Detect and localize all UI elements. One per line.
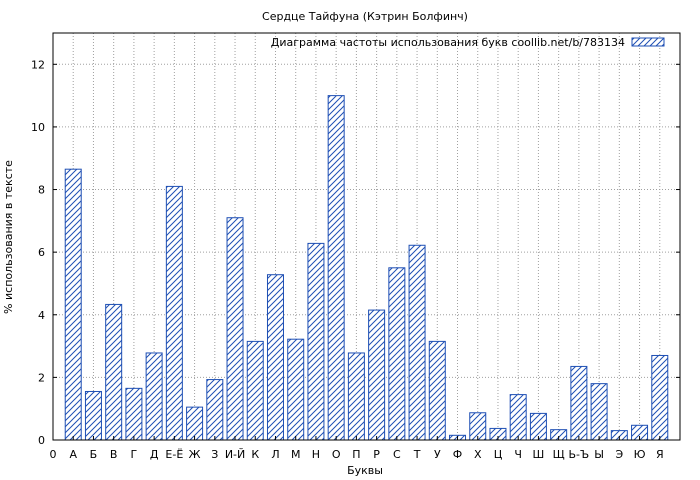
bar-Е-Ё	[165, 185, 183, 441]
chart-title: Сердце Тайфуна (Кэтрин Болфинч)	[262, 10, 468, 23]
bar-Я	[651, 354, 669, 441]
bars-group	[64, 95, 669, 441]
x-tick-label: А	[69, 448, 77, 461]
x-tick-label: Д	[150, 448, 159, 461]
y-tick-label: 8	[38, 184, 45, 197]
bar-Б	[84, 390, 102, 441]
legend-swatch	[631, 37, 665, 47]
bar-Х	[469, 412, 487, 441]
y-axis-label: % использования в тексте	[2, 160, 15, 314]
x-tick-label: Т	[413, 448, 421, 461]
y-tick-label: 0	[38, 434, 45, 447]
bar-З	[206, 379, 224, 441]
x-tick-label: Ж	[189, 448, 201, 461]
bar-Ж	[186, 406, 204, 441]
x-tick-label: З	[211, 448, 218, 461]
y-tick-label: 10	[31, 121, 45, 134]
bar-Г	[125, 387, 143, 441]
plot-frame	[52, 32, 681, 441]
bar-С	[388, 267, 406, 441]
x-tick-label: Ы	[594, 448, 604, 461]
x-tick-label: Н	[312, 448, 320, 461]
x-tick-label: Б	[90, 448, 98, 461]
y-tick-labels: 0 2 4 6 8 10 12	[31, 58, 680, 447]
bar-Р	[368, 309, 386, 441]
bar-Д	[145, 352, 163, 441]
x-tick-label: П	[352, 448, 360, 461]
y-tick-label: 4	[38, 309, 45, 322]
x-tick-label: Е-Ё	[165, 448, 183, 461]
bar-Н	[307, 242, 325, 441]
bar-О	[327, 95, 345, 441]
x-tick-label: Ц	[494, 448, 503, 461]
x-tick-label: Я	[656, 448, 664, 461]
y-tick-label: 6	[38, 246, 45, 259]
y-tick-label: 2	[38, 371, 45, 384]
x-tick-label: 0	[50, 448, 57, 461]
bar-А	[64, 168, 82, 441]
bar-Ы	[590, 383, 608, 441]
x-tick-label: Х	[474, 448, 482, 461]
x-tick-label: У	[434, 448, 441, 461]
x-tick-label: Ь-Ъ	[569, 448, 590, 461]
bar-Т	[408, 244, 426, 441]
x-tick-label: М	[291, 448, 301, 461]
x-tick-label: Л	[271, 448, 279, 461]
bar-У	[428, 340, 446, 441]
x-tick-label: И-Й	[225, 448, 245, 461]
x-tick-label: Щ	[553, 448, 565, 461]
x-tick-label: Р	[373, 448, 380, 461]
bar-Ч	[509, 394, 527, 441]
bar-Л	[266, 274, 284, 441]
bar-И-Й	[226, 217, 244, 441]
x-tick-label: О	[332, 448, 341, 461]
x-tick-label: В	[110, 448, 118, 461]
bar-М	[287, 338, 305, 441]
bar-П	[347, 352, 365, 441]
x-tick-label: Ю	[634, 448, 646, 461]
x-tick-label: С	[393, 448, 401, 461]
bar-К	[246, 340, 264, 441]
legend-label: Диаграмма частоты использования букв coo…	[271, 36, 625, 49]
x-tick-label: Ш	[533, 448, 545, 461]
x-axis-label: Буквы	[347, 464, 383, 477]
x-tick-label: Г	[131, 448, 138, 461]
legend: Диаграмма частоты использования букв coo…	[271, 36, 665, 49]
x-tick-label: К	[251, 448, 259, 461]
y-tick-label: 12	[31, 58, 45, 71]
bar-Ь-Ъ	[570, 365, 588, 441]
x-tick-label: Ч	[514, 448, 522, 461]
bar-В	[105, 303, 123, 441]
x-tick-label: Ф	[453, 448, 462, 461]
x-tick-labels: 0 А Б В Г Д Е-Ё Ж З И-Й К Л М Н О П Р С Т У Ф Х Ц Ч Ш Щ Ь-Ъ Ы Э Ю Я	[50, 436, 664, 461]
x-tick-label: Э	[615, 448, 623, 461]
